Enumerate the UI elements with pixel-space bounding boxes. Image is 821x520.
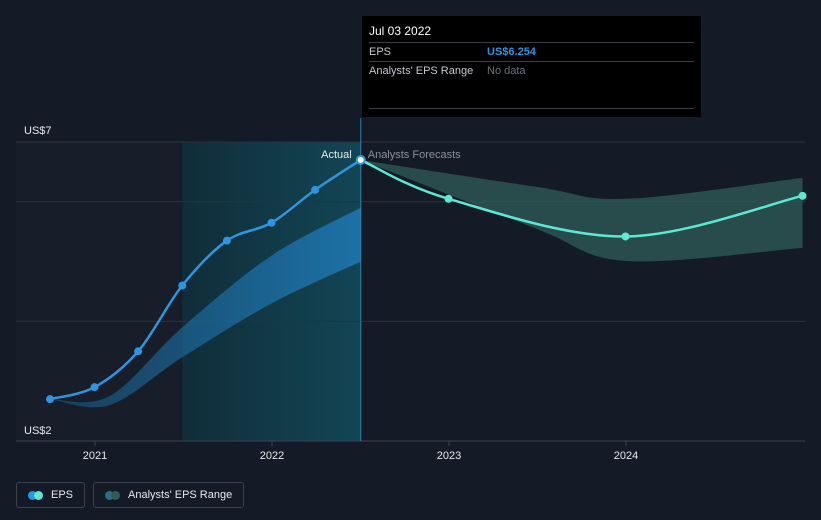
eps-point [222, 236, 231, 245]
x-tick-label: 2021 [83, 450, 107, 462]
legend-item-range[interactable]: Analysts' EPS Range [93, 482, 245, 508]
range-bands [50, 159, 803, 408]
actual-label: Actual [321, 149, 352, 161]
eps-point [134, 347, 143, 356]
tooltip-eps-label: EPS [369, 46, 392, 58]
x-tick-label: 2024 [614, 450, 638, 462]
range-band-forecast [360, 159, 803, 262]
tooltip-range-label: Analysts' EPS Range [369, 65, 474, 77]
forecast-label: Analysts Forecasts [368, 149, 461, 161]
eps-point [311, 185, 320, 194]
eps-forecast-line [359, 158, 804, 238]
tooltip-row-eps: EPS US$6.254 [369, 42, 694, 61]
tooltip-divider [369, 108, 694, 109]
tooltip-eps-value: US$6.254 [487, 46, 536, 58]
y-axis-bottom-label: US$2 [24, 425, 52, 437]
y-axis-top-label: US$7 [24, 125, 52, 137]
x-tick-label: 2023 [437, 450, 461, 462]
eps-lines [48, 158, 804, 401]
forecast-point [444, 194, 453, 203]
x-tick-label: 2022 [260, 450, 284, 462]
eps-point [355, 154, 366, 165]
legend-label-eps: EPS [51, 489, 74, 501]
eps-legend-icon [28, 490, 43, 500]
legend-item-eps[interactable]: EPS [16, 482, 86, 508]
tooltip-range-value: No data [487, 65, 526, 77]
tooltip-date: Jul 03 2022 [369, 24, 432, 38]
forecast-point [621, 232, 630, 241]
tooltip-row-range: Analysts' EPS Range No data [369, 61, 694, 80]
eps-line [48, 158, 362, 401]
eps-point [46, 395, 55, 404]
eps-point [267, 218, 276, 227]
eps-point [90, 383, 99, 392]
eps-points [46, 154, 807, 404]
legend: EPS Analysts' EPS Range [16, 482, 245, 508]
legend-label-range: Analysts' EPS Range [128, 489, 233, 501]
tooltip: Jul 03 2022 EPS US$6.254 Analysts' EPS R… [362, 16, 701, 117]
range-legend-icon [105, 490, 121, 500]
range-band-history [50, 207, 361, 408]
x-axis: 2021 2022 2023 2024 [83, 441, 638, 462]
forecast-point [798, 191, 807, 200]
eps-point [178, 281, 187, 290]
